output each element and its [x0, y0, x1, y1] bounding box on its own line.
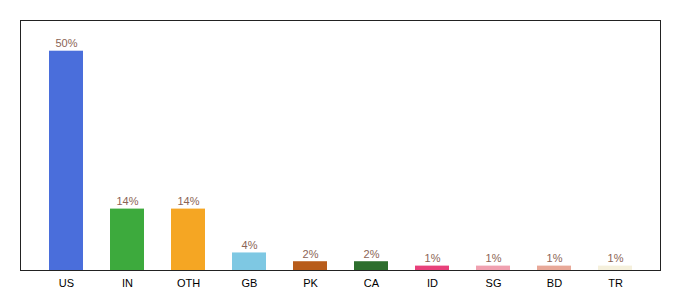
svg-text:US: US	[59, 277, 74, 289]
svg-text:1%: 1%	[547, 252, 563, 264]
svg-text:ID: ID	[427, 277, 438, 289]
svg-text:CA: CA	[364, 277, 380, 289]
svg-text:50%: 50%	[55, 37, 77, 49]
svg-text:GB: GB	[242, 277, 258, 289]
svg-text:1%: 1%	[486, 252, 502, 264]
svg-text:IN: IN	[122, 277, 133, 289]
svg-text:BD: BD	[547, 277, 562, 289]
svg-text:14%: 14%	[177, 195, 199, 207]
svg-text:14%: 14%	[116, 195, 138, 207]
svg-text:2%: 2%	[303, 248, 319, 260]
svg-text:1%: 1%	[608, 252, 624, 264]
svg-text:2%: 2%	[364, 248, 380, 260]
svg-text:PK: PK	[303, 277, 318, 289]
svg-text:OTH: OTH	[177, 277, 200, 289]
svg-text:SG: SG	[486, 277, 502, 289]
svg-text:1%: 1%	[425, 252, 441, 264]
svg-text:4%: 4%	[242, 239, 258, 251]
svg-text:TR: TR	[608, 277, 623, 289]
